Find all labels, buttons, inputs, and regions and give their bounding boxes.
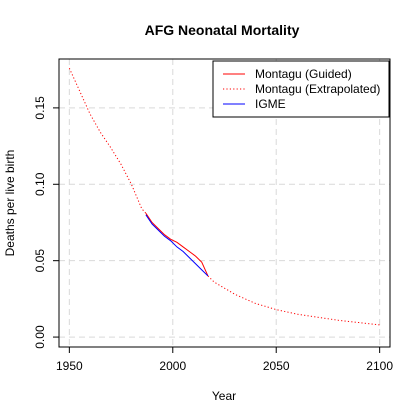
legend-label: IGME [255,97,286,111]
x-axis-label: Year [212,389,236,403]
x-tick-label: 2050 [263,359,290,373]
series-line-montagu-extrapolated-segment-2 [207,275,380,326]
plot-frame [58,58,391,348]
y-axis: 0.00 0.05 0.10 0.15 [33,96,59,349]
series-layer [68,67,380,326]
x-tick-label: 2100 [366,359,393,373]
legend: Montagu (Guided)Montagu (Extrapolated)IG… [212,60,390,118]
legend-label: Montagu (Extrapolated) [255,82,380,96]
y-tick-label: 0.15 [33,96,47,120]
series-line-montagu-extrapolated-segment-1 [68,67,147,214]
x-axis: 1950 2000 2050 2100 [56,347,393,373]
legend-box [212,60,390,118]
y-tick-label: 0.10 [33,172,47,196]
y-axis-label: Deaths per live birth [3,150,17,257]
x-tick-label: 1950 [56,359,83,373]
series-line-igme [145,214,209,277]
legend-label: Montagu (Guided) [255,67,352,81]
series-line-montagu-guided [145,213,209,277]
y-tick-label: 0.00 [33,325,47,349]
y-tick-label: 0.05 [33,249,47,273]
chart-title: AFG Neonatal Mortality [145,22,300,38]
x-tick-label: 2000 [159,359,186,373]
